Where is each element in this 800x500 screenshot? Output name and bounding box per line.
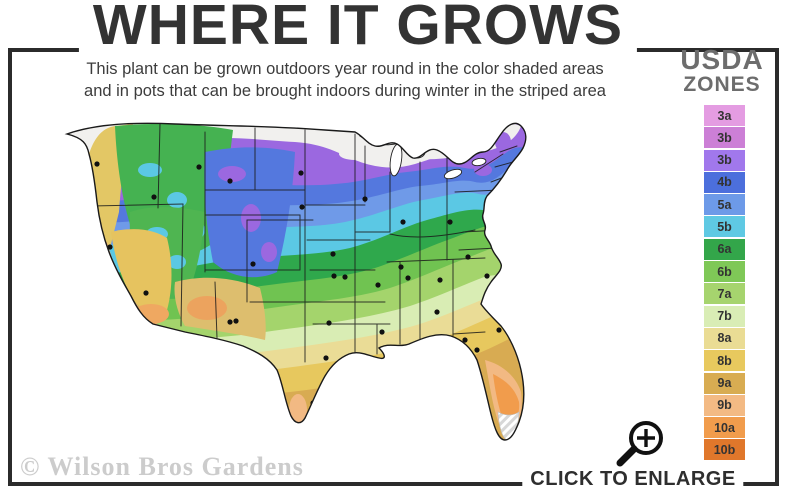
legend-zone-row: 3b <box>704 149 745 171</box>
watermark: © Wilson Bros Gardens <box>20 452 304 481</box>
legend-zone-list: 3a 3b 3b 4b 5a 5b 6a 6b 7a 7b 8a 8b 9a 9b 10a 10b <box>704 105 745 462</box>
legend-zone-label: 9a <box>717 376 732 391</box>
legend-zone-label: 8b <box>717 353 732 368</box>
legend-zone-label: 5a <box>717 197 732 212</box>
legend-heading-zones: ZONES <box>683 73 761 96</box>
usda-zone-map-svg <box>64 122 527 441</box>
legend-zone-row: 10a <box>704 417 745 439</box>
legend-zone-row: 7a <box>704 283 745 305</box>
legend-zone-label: 6b <box>717 264 732 279</box>
legend-zone-row: 5a <box>704 194 745 216</box>
legend-zone-row: 6b <box>704 261 745 283</box>
legend-zone-row: 8b <box>704 350 745 372</box>
legend-zone-row: 3a <box>704 105 745 126</box>
legend-heading: USDA ZONES <box>668 46 776 96</box>
legend-zone-label: 3b <box>717 153 732 168</box>
legend-zone-row: 8a <box>704 327 745 349</box>
legend-zone-row: 5b <box>704 216 745 238</box>
legend-zone-row: 9a <box>704 372 745 394</box>
legend-zone-row: 4b <box>704 171 745 193</box>
legend-zone-row: 7b <box>704 305 745 327</box>
legend-zone-label: 7b <box>717 309 732 324</box>
subtitle-line-2: and in pots that can be brought indoors … <box>84 82 606 101</box>
subtitle: This plant can be grown outdoors year ro… <box>25 58 665 103</box>
subtitle-line-1: This plant can be grown outdoors year ro… <box>86 60 604 78</box>
legend-zone-label: 10a <box>714 420 735 435</box>
legend-zone-label: 6a <box>717 242 732 257</box>
legend-zone-label: 7a <box>717 286 732 301</box>
legend-zone-row: 6a <box>704 238 745 260</box>
legend-zone-row: 9b <box>704 394 745 416</box>
legend-heading-usda: USDA <box>680 44 764 75</box>
legend-zone-row: 10b <box>704 439 745 461</box>
legend-zone-label: 5b <box>717 219 732 234</box>
legend-zone-label: 9b <box>717 398 732 413</box>
click-to-enlarge-button[interactable]: CLICK TO ENLARGE <box>522 468 744 491</box>
legend-zone-label: 3b <box>717 130 732 145</box>
usda-zone-map[interactable] <box>55 112 615 447</box>
legend-zone-label: 8a <box>717 331 732 346</box>
page-title: WHERE IT GROWS <box>78 0 638 54</box>
legend-zone-row: 3b <box>704 127 745 149</box>
legend-zone-label: 4b <box>717 175 732 190</box>
legend-zone-label: 3a <box>717 108 732 123</box>
magnifier-icon[interactable] <box>608 413 672 476</box>
legend-zone-label: 10b <box>713 442 736 457</box>
